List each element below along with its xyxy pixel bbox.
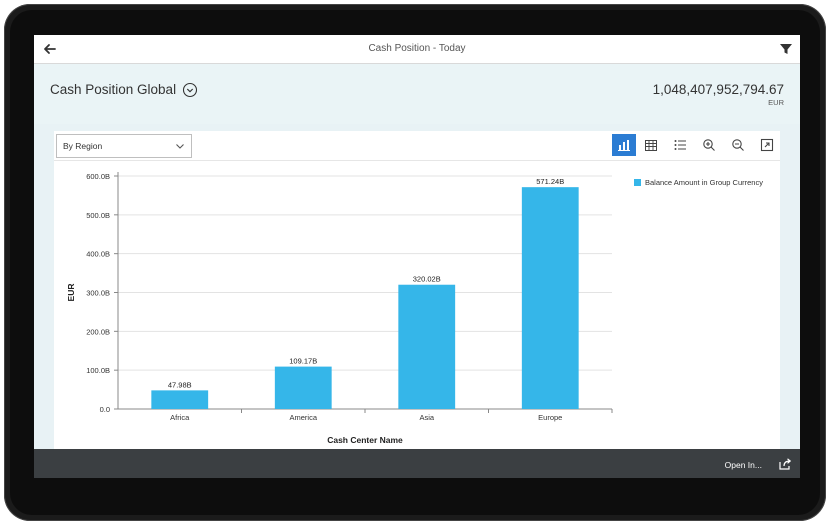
legend-button[interactable] <box>668 134 692 156</box>
data-label: 320.02B <box>413 275 441 284</box>
bar <box>274 366 332 409</box>
x-tick-label: Europe <box>538 413 562 422</box>
data-label: 47.98B <box>168 380 192 389</box>
data-label: 109.17B <box>289 357 317 366</box>
bar <box>398 284 456 409</box>
zoom-out-icon <box>732 139 744 151</box>
table-view-button[interactable] <box>639 134 663 156</box>
share-button[interactable] <box>778 457 792 471</box>
shell-title: Cash Position - Today <box>368 43 466 54</box>
zoom-out-button[interactable] <box>726 134 750 156</box>
x-tick-label: America <box>289 413 317 422</box>
app-screen: Cash Position - Today Cash Position Glob… <box>34 35 800 478</box>
page-title: Cash Position Global <box>50 82 177 97</box>
variant-button[interactable] <box>182 82 198 98</box>
y-tick-label: 100.0B <box>86 366 110 375</box>
kpi-unit: EUR <box>768 98 784 107</box>
chart-panel: By Region <box>54 131 780 449</box>
dimension-select-value: By Region <box>63 141 103 151</box>
legend-swatch <box>634 179 641 186</box>
table-icon <box>645 140 657 151</box>
back-button[interactable] <box>40 39 60 59</box>
kpi-value: 1,048,407,952,794.67 <box>652 82 784 97</box>
fullscreen-button[interactable] <box>755 134 779 156</box>
page-header: Cash Position Global 1,048,407,952,794.6… <box>34 64 800 124</box>
bar-chart-icon <box>618 140 630 151</box>
legend-label: Balance Amount in Group Currency <box>645 178 763 187</box>
bar <box>521 187 579 409</box>
filter-button[interactable] <box>778 41 794 57</box>
fullscreen-icon <box>760 138 774 152</box>
share-icon <box>779 458 792 470</box>
chart-view-button[interactable] <box>612 134 636 156</box>
y-tick-label: 600.0B <box>86 172 110 181</box>
zoom-in-button[interactable] <box>697 134 721 156</box>
legend-icon <box>674 140 686 150</box>
open-in-button[interactable]: Open In... <box>724 460 762 470</box>
y-tick-label: 500.0B <box>86 211 110 220</box>
y-tick-label: 300.0B <box>86 289 110 298</box>
data-label: 571.24B <box>536 177 564 186</box>
x-axis-title: Cash Center Name <box>327 435 403 445</box>
dimension-select[interactable]: By Region <box>56 134 192 158</box>
y-axis-title: EUR <box>66 284 76 302</box>
chevron-down-icon <box>176 144 184 149</box>
shell-bar: Cash Position - Today <box>34 35 800 64</box>
chart-toolbar: By Region <box>54 131 780 161</box>
arrow-left-icon <box>44 44 56 54</box>
footer-bar: Open In... <box>34 449 800 478</box>
tablet-frame: Cash Position - Today Cash Position Glob… <box>4 4 826 521</box>
y-tick-label: 400.0B <box>86 250 110 259</box>
y-tick-label: 0.0 <box>100 405 110 414</box>
y-tick-label: 200.0B <box>86 327 110 336</box>
x-tick-label: Asia <box>419 413 434 422</box>
bar <box>151 390 209 409</box>
filter-icon <box>780 44 792 54</box>
chevron-down-circle-icon <box>182 82 198 98</box>
x-tick-label: Africa <box>170 413 190 422</box>
zoom-in-icon <box>703 139 715 151</box>
bar-chart: 0.0 100.0B 200.0B 300.0B 400.0B 500.0B 600.0B 4… <box>66 172 613 445</box>
